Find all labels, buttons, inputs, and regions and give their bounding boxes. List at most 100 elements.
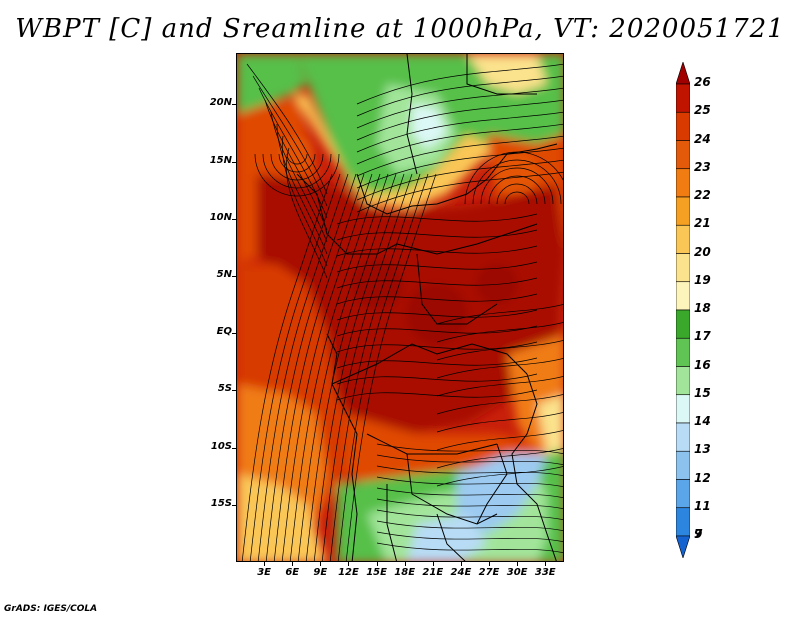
country-borders (296, 54, 558, 561)
streamline (504, 191, 530, 205)
streamline (496, 183, 538, 205)
streamline (436, 448, 563, 469)
streamline (480, 167, 554, 205)
streamline (436, 340, 563, 361)
streamline (336, 325, 538, 337)
colorbar-label: 21 (694, 216, 711, 231)
streamline (436, 322, 563, 343)
streamline (356, 75, 563, 117)
lon-label: 18E (394, 567, 416, 578)
streamline (376, 509, 563, 521)
colorbar-label: 12 (694, 470, 711, 485)
streamline (436, 358, 563, 379)
streamline (262, 153, 332, 189)
streamline (356, 111, 563, 153)
streamline (336, 261, 538, 273)
lat-tick (232, 276, 236, 278)
lon-tick (404, 562, 406, 566)
lon-tick (320, 562, 322, 566)
streamline (337, 173, 429, 561)
streamline (246, 63, 328, 195)
streamline (436, 376, 563, 397)
colorbar-label: 13 (694, 442, 711, 457)
streamline (281, 135, 328, 267)
lon-label: 15E (366, 567, 387, 578)
streamline (336, 277, 538, 289)
colorbar-swatch (676, 83, 690, 113)
lat-label: 15S (210, 497, 232, 509)
colorbar-swatch (676, 168, 690, 198)
lon-tick (264, 562, 266, 566)
lat-tick (232, 447, 236, 449)
streamline (257, 173, 349, 561)
streamline (281, 173, 373, 561)
colorbar-label: 7 (694, 527, 703, 541)
streamline (356, 123, 563, 165)
colorbar-swatch (676, 366, 690, 396)
colorbar-label: 16 (694, 357, 711, 372)
colorbar-label: 9 (694, 527, 703, 541)
lon-tick (460, 562, 462, 566)
colorbar-swatch (676, 394, 690, 424)
lat-label: EQ (216, 326, 232, 338)
colorbar-label: 18 (694, 301, 711, 315)
streamline (336, 389, 538, 401)
streamline (336, 293, 538, 305)
colorbar-label: 20 (694, 244, 711, 259)
streamline (436, 304, 563, 325)
streamline (376, 487, 563, 499)
lon-tick (376, 562, 378, 566)
field-shading (237, 54, 563, 561)
streamline (376, 443, 563, 455)
streamline (286, 153, 308, 165)
lat-tick (232, 333, 236, 335)
streamline (356, 99, 563, 141)
lat-tick (232, 104, 236, 106)
streamline (376, 542, 563, 554)
colorbar-swatch (676, 224, 690, 254)
streamline (321, 173, 413, 561)
colorbar-label: 23 (694, 159, 711, 174)
streamline (436, 466, 563, 487)
streamline (329, 173, 421, 561)
streamline (297, 173, 389, 561)
colorbar-swatch (676, 507, 690, 537)
streamline (436, 412, 563, 433)
lat-tick (232, 161, 236, 163)
streamline (336, 309, 538, 321)
streamline (278, 153, 316, 173)
lon-label: 30E (506, 567, 528, 578)
streamline (356, 147, 563, 189)
streamline (264, 99, 328, 231)
streamline (336, 341, 538, 353)
streamline (305, 173, 397, 561)
lon-tick (517, 562, 519, 566)
streamline (336, 357, 538, 369)
streamline (289, 173, 381, 561)
streamline (285, 147, 328, 279)
colorbar-swatch (676, 337, 690, 367)
streamline (254, 153, 340, 197)
colorbar-label: 15 (694, 385, 711, 400)
lat-tick (232, 390, 236, 392)
streamline (241, 173, 333, 561)
colorbar-swatch (676, 450, 690, 480)
streamline (270, 153, 324, 181)
streamline (356, 171, 563, 213)
streamline (336, 245, 538, 257)
streamline (356, 63, 563, 105)
streamline (472, 159, 562, 205)
lon-tick (489, 562, 491, 566)
lon-label: 12E (338, 567, 359, 578)
colorbar-swatch (676, 111, 690, 141)
colorbar-label: 19 (694, 272, 711, 287)
lat-tick (232, 218, 236, 220)
colorbar-label: 11 (694, 498, 711, 513)
streamline (336, 373, 538, 385)
lat-label: 5S (217, 383, 232, 395)
lon-tick (545, 562, 547, 566)
colorbar-top-triangle (676, 62, 690, 85)
lon-tick (292, 562, 294, 566)
wbpt-field (237, 54, 563, 561)
streamline (336, 229, 538, 241)
